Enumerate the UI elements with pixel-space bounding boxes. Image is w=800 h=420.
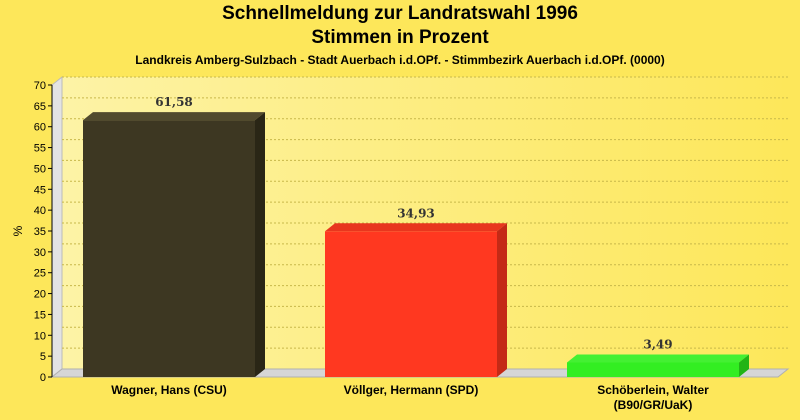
y-tick-label: 25 xyxy=(34,268,46,280)
y-tick-label: 45 xyxy=(34,184,46,196)
bars xyxy=(83,112,749,378)
y-tick-label: 65 xyxy=(34,101,46,113)
chart-subtitle: Landkreis Amberg-Sulzbach - Stadt Auerba… xyxy=(135,53,665,67)
value-label: 3,49 xyxy=(643,337,672,351)
value-label: 34,93 xyxy=(397,206,435,220)
left-wall xyxy=(51,75,63,379)
bar-front xyxy=(83,120,255,378)
y-axis: 0 5 10 15 20 25 30 35 40 45 50 55 60 65 70% xyxy=(11,80,53,384)
value-label: 61,58 xyxy=(155,95,193,109)
y-tick-label: 35 xyxy=(34,226,46,238)
y-axis-label: % xyxy=(11,225,25,236)
chart-title-line2: Stimmen in Prozent xyxy=(311,27,489,48)
x-category-label: Völlger, Hermann (SPD) xyxy=(344,383,479,397)
x-category-label: Wagner, Hans (CSU) xyxy=(111,383,227,397)
y-tick-label: 55 xyxy=(34,143,46,155)
bar-side xyxy=(255,112,265,378)
bar-front xyxy=(325,231,497,377)
y-tick-label: 10 xyxy=(34,330,46,342)
y-tick-label: 5 xyxy=(40,351,46,363)
x-category-label: (B90/GR/UaK) xyxy=(614,398,693,412)
bar-front xyxy=(567,362,739,377)
x-category-label: Schöberlein, Walter xyxy=(597,383,709,397)
bar xyxy=(83,112,265,378)
y-tick-label: 50 xyxy=(34,163,46,175)
y-tick-label: 20 xyxy=(34,289,46,301)
y-tick-label: 30 xyxy=(34,247,46,259)
value-labels: 61,58 34,93 3,49 xyxy=(155,95,672,351)
bar xyxy=(567,354,749,377)
chart-title: Schnellmeldung zur Landratswahl 1996 xyxy=(222,3,578,24)
y-tick-label: 40 xyxy=(34,205,46,217)
bar-side xyxy=(739,354,749,377)
x-axis: Wagner, Hans (CSU) Völlger, Hermann (SPD)… xyxy=(111,383,709,412)
y-tick-label: 15 xyxy=(34,309,46,321)
y-tick-label: 0 xyxy=(40,372,46,384)
y-tick-label: 60 xyxy=(34,122,46,134)
y-tick-label: 70 xyxy=(34,80,46,92)
bar-top xyxy=(83,112,265,121)
bar-side xyxy=(497,223,507,377)
bar-top xyxy=(567,354,749,363)
bar-top xyxy=(325,223,507,232)
bar xyxy=(325,223,507,377)
